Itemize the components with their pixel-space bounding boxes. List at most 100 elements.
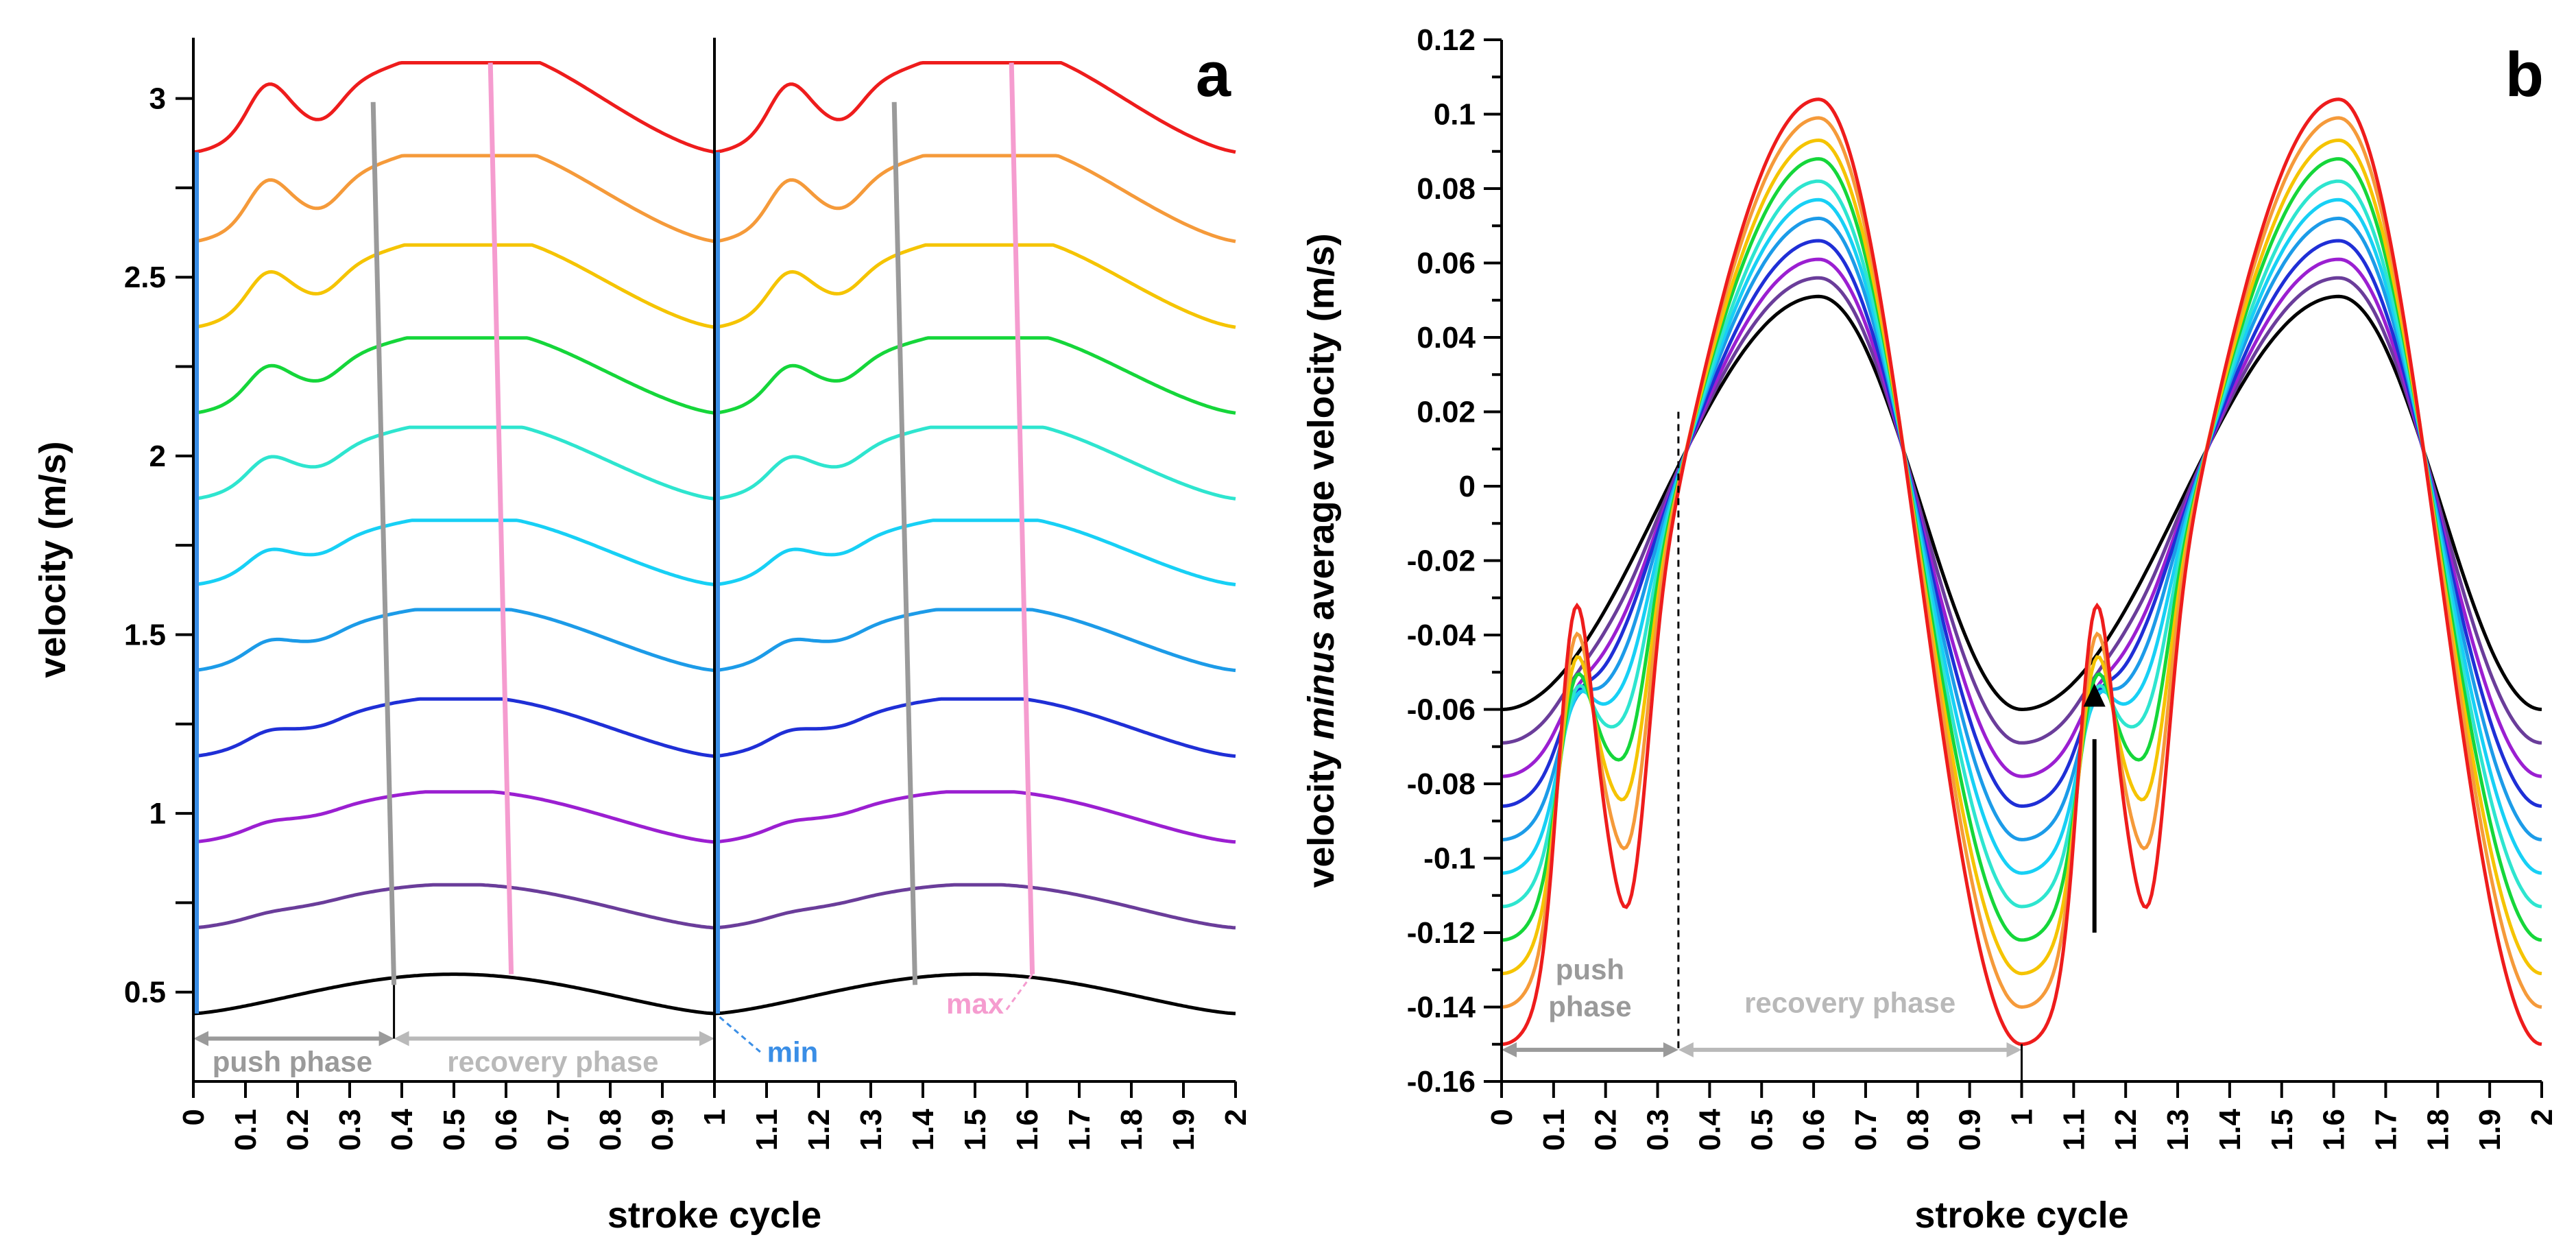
panel-b-recovery-phase-label: recovery phase bbox=[1744, 987, 1955, 1019]
panel-b-y-tick-label: -0.16 bbox=[1407, 1065, 1476, 1099]
panel-b-x-tick-label: 0.5 bbox=[1745, 1109, 1779, 1151]
panel-b-x-tick-label: 0.3 bbox=[1641, 1109, 1675, 1151]
panel-a-x-tick-label: 0.6 bbox=[490, 1109, 523, 1151]
panel-a-y-tick-label: 2.5 bbox=[124, 261, 166, 294]
panel-b-recovery-phase-arrow-head-right bbox=[2006, 1042, 2022, 1057]
panel-b-y-tick-label: 0.08 bbox=[1417, 172, 1476, 206]
panel-b-y-tick-label: 0.04 bbox=[1417, 321, 1476, 355]
panel-b-x-tick-label: 1.8 bbox=[2421, 1109, 2455, 1151]
panel-b-x-tick-label: 0 bbox=[1485, 1109, 1519, 1125]
panel-b: 0 0.1 0.2 0.3 0.4 0.5 0.6 0.7 0.8 0.9 1 1.1 1.2 1.3 1.… bbox=[1301, 23, 2559, 1236]
panel-a-push-phase-arrow-head-right bbox=[378, 1031, 394, 1046]
panel-a-y-tick-label: 2 bbox=[149, 440, 166, 473]
panel-b-x-tick-label: 0.8 bbox=[1901, 1109, 1935, 1151]
panel-a-max-leader bbox=[1005, 973, 1033, 1011]
panel-b-x-tick-label: 1.5 bbox=[2265, 1109, 2299, 1151]
panel-b-series bbox=[1501, 97, 2542, 1046]
panel-b-x-tick-label: 1 bbox=[2006, 1109, 2039, 1125]
panel-a-x-tick-label: 1.7 bbox=[1063, 1109, 1096, 1151]
panel-a-push-end-line bbox=[370, 101, 397, 985]
panel-a-x-tick-label: 2 bbox=[1219, 1109, 1253, 1125]
panel-b-y-tick-label: -0.08 bbox=[1407, 767, 1476, 801]
panel-a-x-tick-label: 1.5 bbox=[959, 1109, 992, 1151]
panel-a-x-tick-label: 0.2 bbox=[281, 1109, 315, 1151]
panel-b-y-tick-label: 0 bbox=[1459, 470, 1476, 503]
panel-a-min-leader bbox=[719, 1016, 762, 1054]
panel-a-y-tick-label: 3 bbox=[149, 82, 166, 116]
panel-a-x-tick-label: 0.8 bbox=[594, 1109, 627, 1151]
panel-a-max-label: max bbox=[946, 987, 1004, 1020]
panel-a-x-tick-label: 0.9 bbox=[646, 1109, 679, 1151]
panel-a-x-tick-label: 0 bbox=[177, 1109, 210, 1125]
panel-a-x-tick-label: 0.3 bbox=[333, 1109, 367, 1151]
panel-a-max-marker-line bbox=[1009, 62, 1035, 974]
panel-a-x-tick-label: 0.5 bbox=[437, 1109, 471, 1151]
panel-b-letter: b bbox=[2505, 40, 2544, 110]
panel-a-y-axis-title: velocity (m/s) bbox=[32, 441, 73, 678]
panel-a-x-tick-label: 0.7 bbox=[542, 1109, 575, 1151]
panel-b-x-tick-label: 1.4 bbox=[2213, 1108, 2247, 1151]
panel-b-x-tick-label: 0.1 bbox=[1537, 1109, 1571, 1151]
panel-b-recovery-phase-arrow-head-left bbox=[1678, 1042, 1694, 1057]
panel-a-x-tick-label: 1.8 bbox=[1115, 1109, 1148, 1151]
panel-a-max-marker-line bbox=[487, 62, 514, 974]
panel-b-y-axis-title-part3: average velocity (m/s) bbox=[1301, 233, 1342, 630]
panel-a-x-tick-label: 0.1 bbox=[229, 1109, 263, 1151]
panel-b-y-tick-label: 0.06 bbox=[1417, 247, 1476, 280]
panel-a-recovery-phase-arrow-head-left bbox=[394, 1031, 409, 1046]
panel-b-x-tick-label: 1.1 bbox=[2057, 1109, 2091, 1151]
panel-b-annotation-arrow-head bbox=[2083, 683, 2106, 707]
panel-a-x-tick-label: 1 bbox=[698, 1109, 732, 1125]
panel-b-x-axis-title: stroke cycle bbox=[1914, 1195, 2128, 1236]
panel-b-x-tick-label: 1.7 bbox=[2369, 1109, 2403, 1151]
panel-b-y-tick-label: -0.04 bbox=[1407, 619, 1476, 652]
panel-b-push-phase-label-line2: phase bbox=[1548, 990, 1631, 1022]
panel-a: 0 0.1 0.2 0.3 0.4 0.5 0.6 0.7 0.8 0.9 1 1.1 1.2 1.3 1.… bbox=[32, 38, 1253, 1236]
panel-b-y-tick-label: -0.12 bbox=[1407, 916, 1476, 950]
panel-b-y-axis-title-part1: velocity bbox=[1301, 740, 1342, 888]
panel-a-markers bbox=[192, 62, 1035, 1054]
panel-b-x-tick-label: 0.9 bbox=[1953, 1109, 1987, 1151]
panel-a-x-tick-label: 0.4 bbox=[385, 1108, 419, 1151]
panel-b-x-tick-label: 1.6 bbox=[2318, 1109, 2351, 1151]
panel-b-axes: 0 0.1 0.2 0.3 0.4 0.5 0.6 0.7 0.8 0.9 1 1.1 1.2 1.3 1.… bbox=[1407, 23, 2559, 1151]
panel-a-y-tick-label: 1 bbox=[149, 797, 166, 830]
panel-a-min-label: min bbox=[767, 1035, 819, 1068]
panel-a-recovery-phase-arrow-head-right bbox=[699, 1031, 714, 1046]
panel-a-push-phase-arrow-head-left bbox=[193, 1031, 208, 1046]
panel-a-y-tick-label: 0.5 bbox=[124, 976, 166, 1009]
panel-a-x-tick-label: 1.1 bbox=[750, 1109, 784, 1151]
panel-b-markers bbox=[1502, 411, 2106, 1081]
panel-b-x-tick-label: 0.7 bbox=[1849, 1109, 1883, 1151]
panel-b-y-tick-label: -0.14 bbox=[1407, 991, 1476, 1025]
panel-a-x-tick-label: 1.4 bbox=[906, 1108, 940, 1151]
panel-b-x-tick-label: 0.2 bbox=[1589, 1109, 1623, 1151]
panel-a-recovery-phase-label: recovery phase bbox=[447, 1045, 658, 1077]
panel-b-push-phase-label-line1: push bbox=[1556, 953, 1624, 985]
panel-b-push-phase-arrow-head-left bbox=[1502, 1042, 1517, 1057]
panel-a-push-end-line bbox=[891, 101, 918, 985]
panel-b-x-tick-label: 1.2 bbox=[2109, 1109, 2143, 1151]
panel-b-y-axis-title-part2: minus bbox=[1301, 631, 1342, 740]
panel-b-x-tick-label: 1.9 bbox=[2473, 1109, 2507, 1151]
panel-b-x-tick-label: 1.3 bbox=[2161, 1109, 2195, 1151]
panel-b-y-tick-label: 0.1 bbox=[1434, 98, 1476, 132]
panel-a-x-tick-label: 1.6 bbox=[1011, 1109, 1044, 1151]
panel-b-y-axis-title: velocity minus average velocity (m/s) bbox=[1301, 233, 1342, 887]
panel-b-y-tick-label: -0.06 bbox=[1407, 693, 1476, 727]
panel-b-y-tick-label: -0.1 bbox=[1423, 842, 1476, 876]
panel-a-x-tick-label: 1.2 bbox=[802, 1109, 836, 1151]
panel-b-x-tick-label: 0.4 bbox=[1693, 1108, 1726, 1151]
panel-a-x-tick-label: 1.9 bbox=[1167, 1109, 1201, 1151]
panel-b-push-phase-arrow-head-right bbox=[1663, 1042, 1678, 1057]
panel-b-y-tick-label: 0.12 bbox=[1417, 23, 1476, 57]
panel-b-series-line-10 bbox=[1501, 97, 2542, 1046]
panel-a-x-axis-title: stroke cycle bbox=[607, 1195, 821, 1236]
panel-b-x-tick-label: 2 bbox=[2525, 1109, 2559, 1125]
panel-a-push-phase-label: push phase bbox=[213, 1045, 372, 1077]
panel-a-letter: a bbox=[1196, 40, 1231, 110]
panel-b-x-tick-label: 0.6 bbox=[1797, 1109, 1831, 1151]
panel-a-x-tick-label: 1.3 bbox=[854, 1109, 888, 1151]
panel-a-y-tick-label: 1.5 bbox=[124, 618, 166, 651]
